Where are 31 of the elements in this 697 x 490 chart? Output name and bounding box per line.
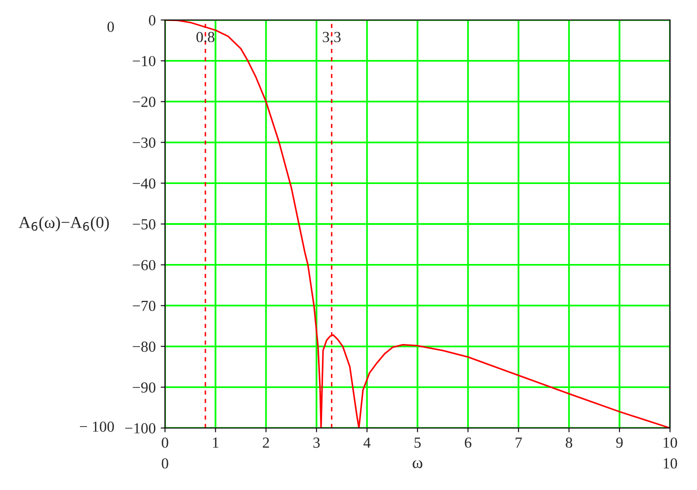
y-tick-label: −90 — [132, 382, 156, 393]
text: − 100 — [80, 422, 114, 432]
ref-line-label: 0.8 — [196, 32, 214, 42]
text: 0 — [107, 22, 114, 32]
x-tick-label: 3 — [313, 438, 320, 448]
y-tick-label: 0 — [148, 15, 156, 26]
text: 10 — [664, 458, 678, 469]
y-tick-label: −50 — [132, 219, 156, 230]
y-tick-label: −70 — [132, 300, 156, 312]
y-axis-title: A$_{6}$(ω)−A$_{6}$(0) — [18, 216, 109, 232]
x-tick-label: 7 — [516, 438, 522, 448]
x-tick-label: 4 — [363, 438, 371, 448]
ref-line-label: 3.3 — [322, 32, 341, 42]
text: 0 — [162, 458, 168, 469]
y-tick-label: −10 — [132, 56, 156, 66]
y-tick-label: −100 — [125, 423, 156, 434]
line-series — [165, 20, 670, 428]
x-tick-label: 5 — [414, 438, 421, 448]
x-tick-label: 0 — [162, 437, 168, 448]
y-tick-label: −80 — [132, 342, 156, 352]
y-tick-label: −20 — [132, 96, 156, 108]
x-tick-label: 10 — [664, 437, 678, 448]
x-tick-label: 2 — [262, 438, 269, 448]
y-tick-label: −30 — [132, 138, 156, 148]
y-tick-label: −60 — [132, 260, 156, 270]
x-tick-label: 8 — [566, 437, 572, 448]
x-axis-title: ω — [412, 460, 422, 468]
x-tick-label: 9 — [616, 438, 623, 448]
x-tick-label: 1 — [213, 438, 218, 448]
y-tick-label: −40 — [132, 178, 156, 189]
x-tick-label: 6 — [464, 438, 472, 448]
